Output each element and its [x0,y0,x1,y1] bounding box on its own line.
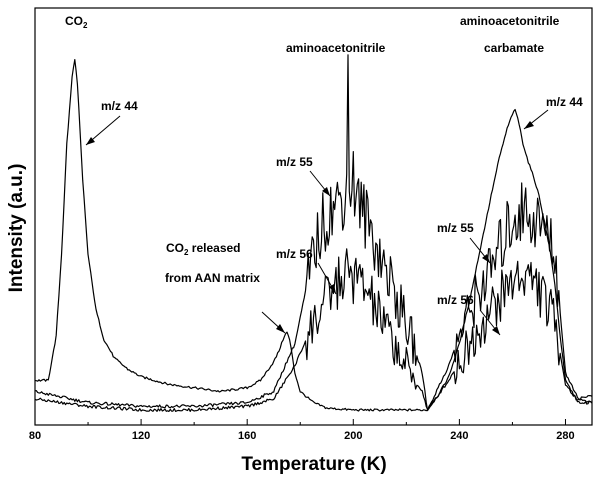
x-ticks: 80 120 160 200 240 280 [29,419,575,442]
x-tick-label: 80 [29,430,41,442]
x-tick-label: 120 [132,430,150,442]
x-tick-label: 280 [556,430,574,442]
annotation-co2-released-line2: from AAN matrix [165,271,260,285]
annotation-mz44-right: m/z 44 [546,95,583,109]
data-traces [34,54,593,412]
annotation-carbamate-line2: carbamate [484,41,544,55]
plot-frame [34,7,593,426]
annotation-mz44-left: m/z 44 [101,99,138,113]
annotation-carbamate-line1: aminoacetonitrile [460,14,560,28]
x-tick-label: 200 [344,430,362,442]
x-axis-title: Temperature (K) [241,454,386,475]
annotation-mz56-mid: m/z 56 [276,247,313,261]
annotation-mz55-mid: m/z 55 [276,155,313,169]
arrowhead-co2-released [276,324,285,333]
annotation-co2-released-line1: CO2 released [166,241,241,257]
arrowhead-mz44-left [86,137,95,145]
series-line-m-z-56 [34,248,593,412]
series-line-m-z-44 [34,58,593,412]
annotation-aan: aminoacetonitrile [286,41,386,55]
arrowhead-mz44-right [524,121,534,129]
annotation-co2: CO2 [65,14,88,30]
x-tick-label: 160 [238,430,256,442]
series-line-m-z-55 [34,54,593,412]
arrowhead-mz56-mid [329,284,336,294]
arrowhead-mz55-right [482,254,490,263]
annotation-mz56-right: m/z 56 [437,293,474,307]
x-tick-label: 240 [450,430,468,442]
arrowhead-mz55-mid [322,187,330,196]
annotation-mz55-right: m/z 55 [437,221,474,235]
y-axis-title: Intensity (a.u.) [6,164,27,293]
arrowhead-mz56-right [492,326,500,335]
